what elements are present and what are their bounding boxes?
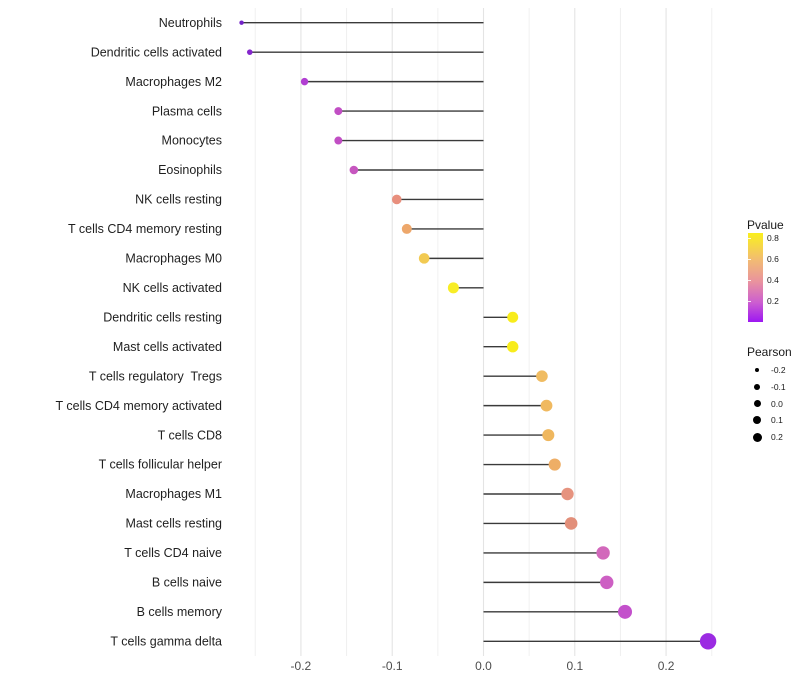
lollipop-dot [349,165,359,175]
y-axis-label: Macrophages M0 [125,252,222,266]
pvalue-colorbar [748,233,763,322]
y-axis-label: Dendritic cells activated [91,45,222,59]
pearson-size-legend-label: 0.1 [771,415,783,425]
pvalue-colorbar-tick-mark [748,238,751,239]
y-axis-label: T cells gamma delta [110,634,222,648]
lollipop-dot [699,633,717,650]
lollipop-dot [600,575,614,590]
lollipop-dot [401,223,412,234]
pvalue-colorbar-tick-label: 0.8 [767,233,779,243]
lollipop-dot [334,136,343,145]
x-axis-tick-label: 0.0 [475,659,492,673]
x-axis-tick-label: 0.1 [566,659,583,673]
pearson-size-legend-dot [754,384,760,390]
y-axis-label: B cells memory [137,605,223,619]
y-axis-label: NK cells activated [123,281,222,295]
y-axis-label: Monocytes [162,134,222,148]
lollipop-dot [536,370,548,382]
pvalue-colorbar-tick-mark [748,259,751,260]
pvalue-colorbar-tick-label: 0.4 [767,275,779,285]
x-axis-tick-label: -0.1 [382,659,403,673]
y-axis-label: Neutrophils [159,16,222,30]
lollipop-dot [542,429,555,442]
pvalue-colorbar-tick-label: 0.2 [767,296,779,306]
y-axis-label: T cells regulatory Tregs [89,369,222,383]
lollipop-dot [618,604,633,619]
y-axis-label: Macrophages M1 [125,487,222,501]
pvalue-colorbar-tick-mark [748,301,751,302]
lollipop-dot [447,282,459,294]
pvalue-legend-title: Pvalue [747,218,784,232]
pearson-size-legend-dot [752,432,762,442]
x-axis-tick-label: -0.2 [291,659,312,673]
x-axis-tick-label: 0.2 [658,659,675,673]
y-axis-label: T cells CD4 memory resting [68,222,222,236]
pearson-size-legend-dot [753,400,761,407]
lollipop-dot [540,399,553,412]
y-axis-label: T cells follicular helper [99,458,222,472]
y-axis-label: T cells CD8 [158,428,222,442]
pearson-size-legend-dot [754,367,760,373]
pvalue-colorbar-tick-mark [748,280,751,281]
pearson-size-legend-dot [753,416,761,424]
lollipop-dot [246,49,253,55]
y-axis-label: Plasma cells [152,104,222,118]
y-axis-label: T cells CD4 naive [124,546,222,560]
pvalue-colorbar-tick-label: 0.6 [767,254,779,264]
lollipop-dot [507,311,519,323]
y-axis-label: T cells CD4 memory activated [56,399,223,413]
pearson-size-legend-label: 0.0 [771,398,783,409]
lollipop-dot [418,253,430,264]
lollipop-dot [300,77,309,86]
y-axis-label: Eosinophils [158,163,222,177]
y-axis-label: B cells naive [152,576,222,590]
lollipop-dot [548,458,561,471]
y-axis-label: Dendritic cells resting [103,310,222,324]
y-axis-label: Macrophages M2 [125,75,222,89]
pearson-size-legend-label: -0.1 [771,382,786,392]
lollipop-dot [239,20,244,25]
y-axis-label: NK cells resting [135,193,222,207]
pearson-legend-title: Pearson [747,345,792,359]
lollipop-dot [334,107,343,116]
pearson-size-legend-label: 0.2 [771,432,783,442]
lollipop-dot [507,341,519,353]
lollipop-dot [564,517,578,530]
y-axis-label: Mast cells resting [125,517,222,531]
lollipop-dot [391,194,402,205]
y-axis-label: Mast cells activated [113,340,222,354]
lollipop-dot [561,487,574,501]
pearson-size-legend-label: -0.2 [771,365,786,375]
lollipop-dot [596,546,610,560]
